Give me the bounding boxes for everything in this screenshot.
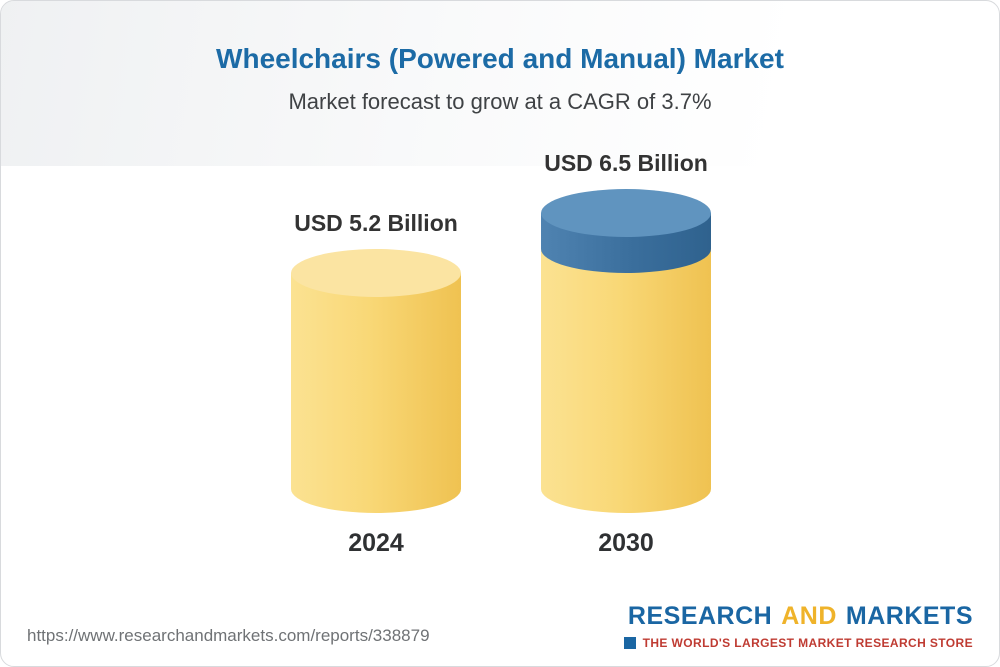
logo-square-icon bbox=[623, 637, 636, 649]
bar-group-2030: USD 6.5 Billion 2030 bbox=[506, 150, 746, 558]
page-title: Wheelchairs (Powered and Manual) Market bbox=[216, 43, 784, 74]
report-url: https://www.researchandmarkets.com/repor… bbox=[27, 626, 430, 645]
bar-cylinder-2024 bbox=[291, 249, 461, 513]
bar-category-2024: 2024 bbox=[348, 529, 404, 557]
bar-value-label-2024: USD 5.2 Billion bbox=[294, 210, 458, 236]
logo-tagline: THE WORLD'S LARGEST MARKET RESEARCH STOR… bbox=[642, 636, 973, 650]
bar-value-label-2030: USD 6.5 Billion bbox=[544, 150, 708, 176]
logo-wordmark: RESEARCH AND MARKETS bbox=[628, 602, 973, 631]
logo-word-and: AND bbox=[781, 602, 837, 630]
logo-word-markets: MARKETS bbox=[845, 602, 973, 630]
cylinder-top-ellipse-blue bbox=[541, 189, 711, 237]
page-subtitle: Market forecast to grow at a CAGR of 3.7… bbox=[288, 89, 712, 114]
bar-category-2030: 2030 bbox=[598, 529, 654, 557]
logo-tagline-row: THE WORLD'S LARGEST MARKET RESEARCH STOR… bbox=[623, 636, 973, 650]
cylinder-top-ellipse-yellow bbox=[291, 249, 461, 297]
bar-group-2024: USD 5.2 Billion 2024 bbox=[256, 210, 496, 558]
research-and-markets-logo: RESEARCH AND MARKETS THE WORLD'S LARGEST… bbox=[623, 602, 973, 650]
logo-word-research: RESEARCH bbox=[627, 602, 773, 630]
bar-cylinder-2030 bbox=[541, 189, 711, 513]
cylinder-body-yellow bbox=[291, 273, 461, 513]
